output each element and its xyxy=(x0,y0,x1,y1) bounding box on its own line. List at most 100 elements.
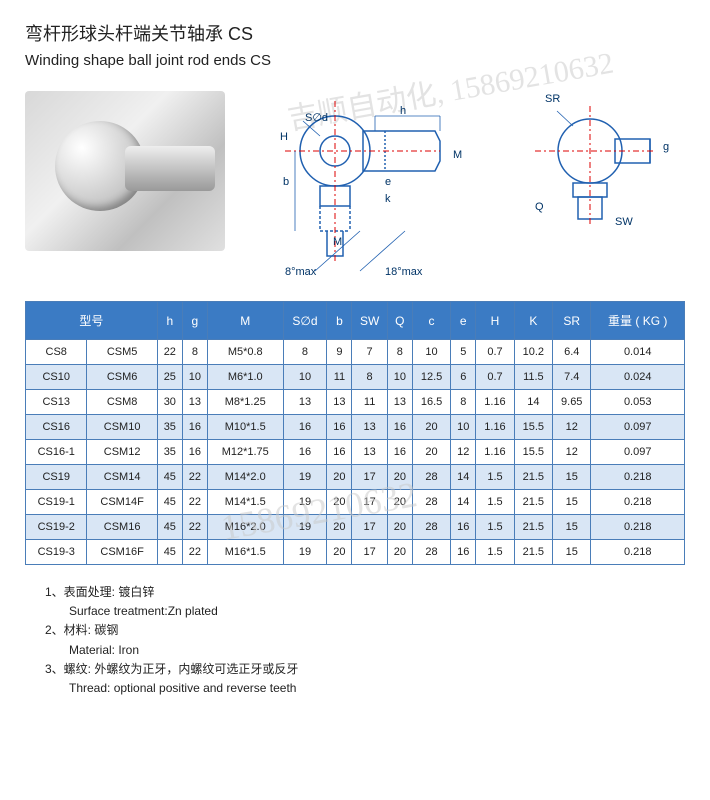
table-cell: 28 xyxy=(412,540,450,565)
table-header-row: 型号hgMS∅dbSWQceHKSR重量 ( KG ) xyxy=(26,302,685,340)
dim-e: e xyxy=(385,176,391,188)
table-cell: 21.5 xyxy=(514,490,552,515)
table-cell: 22 xyxy=(182,490,207,515)
note-line-cn: 1、表面处理: 镀白锌 xyxy=(45,583,685,602)
table-cell: 17 xyxy=(352,515,387,540)
table-cell: 20 xyxy=(387,465,412,490)
table-cell: CS10 xyxy=(26,365,87,390)
table-cell: 22 xyxy=(182,540,207,565)
table-cell: 17 xyxy=(352,465,387,490)
table-cell: 25 xyxy=(157,365,182,390)
table-cell: CS8 xyxy=(26,340,87,365)
table-cell: M6*1.0 xyxy=(207,365,283,390)
table-cell: 20 xyxy=(327,540,352,565)
table-row: CS19CSM144522M14*2.01920172028141.521.51… xyxy=(26,465,685,490)
table-cell: 20 xyxy=(327,515,352,540)
table-cell: 20 xyxy=(327,465,352,490)
table-cell: M5*0.8 xyxy=(207,340,283,365)
column-header: S∅d xyxy=(283,302,327,340)
table-cell: 0.218 xyxy=(591,540,685,565)
table-cell: 21.5 xyxy=(514,465,552,490)
table-cell: 10 xyxy=(283,365,327,390)
table-cell: M14*1.5 xyxy=(207,490,283,515)
table-cell: CS19-1 xyxy=(26,490,87,515)
table-cell: 11.5 xyxy=(514,365,552,390)
column-header: 重量 ( KG ) xyxy=(591,302,685,340)
table-cell: M16*1.5 xyxy=(207,540,283,565)
table-cell: 16 xyxy=(387,415,412,440)
table-cell: 10 xyxy=(412,340,450,365)
table-row: CS13CSM83013M8*1.251313111316.581.16149.… xyxy=(26,390,685,415)
table-cell: 8 xyxy=(451,390,476,415)
table-cell: 16 xyxy=(283,440,327,465)
table-cell: 0.7 xyxy=(476,340,514,365)
table-cell: 22 xyxy=(182,465,207,490)
table-cell: 15.5 xyxy=(514,440,552,465)
table-cell: 10.2 xyxy=(514,340,552,365)
table-cell: 16.5 xyxy=(412,390,450,415)
table-cell: 28 xyxy=(412,465,450,490)
table-cell: 9 xyxy=(327,340,352,365)
column-header: g xyxy=(182,302,207,340)
table-cell: 15 xyxy=(553,465,591,490)
table-cell: 6.4 xyxy=(553,340,591,365)
table-cell: 20 xyxy=(412,415,450,440)
table-cell: 7.4 xyxy=(553,365,591,390)
dim-sr: SR xyxy=(545,93,560,105)
table-cell: 1.16 xyxy=(476,415,514,440)
table-cell: 12.5 xyxy=(412,365,450,390)
table-cell: 45 xyxy=(157,515,182,540)
table-row: CS16CSM103516M10*1.51616131620101.1615.5… xyxy=(26,415,685,440)
table-cell: 6 xyxy=(451,365,476,390)
table-cell: CS13 xyxy=(26,390,87,415)
table-cell: 13 xyxy=(283,390,327,415)
table-cell: 11 xyxy=(352,390,387,415)
table-cell: 0.7 xyxy=(476,365,514,390)
table-cell: CSM14F xyxy=(87,490,157,515)
table-cell: 16 xyxy=(451,540,476,565)
table-cell: 1.5 xyxy=(476,515,514,540)
table-cell: 22 xyxy=(182,515,207,540)
title-english: Winding shape ball joint rod ends CS xyxy=(25,52,685,69)
table-cell: 1.5 xyxy=(476,540,514,565)
column-header: SR xyxy=(553,302,591,340)
table-row: CS19-1CSM14F4522M14*1.51920172028141.521… xyxy=(26,490,685,515)
column-header: e xyxy=(451,302,476,340)
table-cell: 12 xyxy=(553,440,591,465)
table-cell: 35 xyxy=(157,415,182,440)
table-cell: 19 xyxy=(283,540,327,565)
table-cell: CS16 xyxy=(26,415,87,440)
table-cell: CS19-2 xyxy=(26,515,87,540)
table-cell: 13 xyxy=(327,390,352,415)
column-header: 型号 xyxy=(26,302,158,340)
table-cell: 12 xyxy=(553,415,591,440)
table-cell: 19 xyxy=(283,515,327,540)
note-line-cn: 3、螺纹: 外螺纹为正牙，内螺纹可选正牙或反牙 xyxy=(45,660,685,679)
column-header: h xyxy=(157,302,182,340)
column-header: c xyxy=(412,302,450,340)
table-cell: 19 xyxy=(283,490,327,515)
table-cell: 16 xyxy=(283,415,327,440)
table-cell: 0.097 xyxy=(591,415,685,440)
table-cell: 15.5 xyxy=(514,415,552,440)
table-row: CS8CSM5228M5*0.889781050.710.26.40.014 xyxy=(26,340,685,365)
column-header: b xyxy=(327,302,352,340)
table-cell: CS19-3 xyxy=(26,540,87,565)
table-cell: CSM16F xyxy=(87,540,157,565)
product-photo xyxy=(25,91,225,251)
table-cell: 19 xyxy=(283,465,327,490)
diagram-area: 吉顺自动化, 15869210632 h S∅d H b M e k M 8°m xyxy=(25,81,685,291)
table-cell: 20 xyxy=(412,440,450,465)
dim-M: M xyxy=(333,236,342,248)
table-cell: 20 xyxy=(387,490,412,515)
table-cell: 21.5 xyxy=(514,515,552,540)
table-cell: 15 xyxy=(553,540,591,565)
dim-b: b xyxy=(283,176,289,188)
table-cell: 11 xyxy=(327,365,352,390)
table-cell: 1.5 xyxy=(476,490,514,515)
notes-section: 1、表面处理: 镀白锌Surface treatment:Zn plated2、… xyxy=(25,583,685,698)
dim-H: H xyxy=(280,131,288,143)
dim-M2: M xyxy=(453,149,462,161)
table-cell: CSM6 xyxy=(87,365,157,390)
title-chinese: 弯杆形球头杆端关节轴承 CS xyxy=(25,20,685,46)
